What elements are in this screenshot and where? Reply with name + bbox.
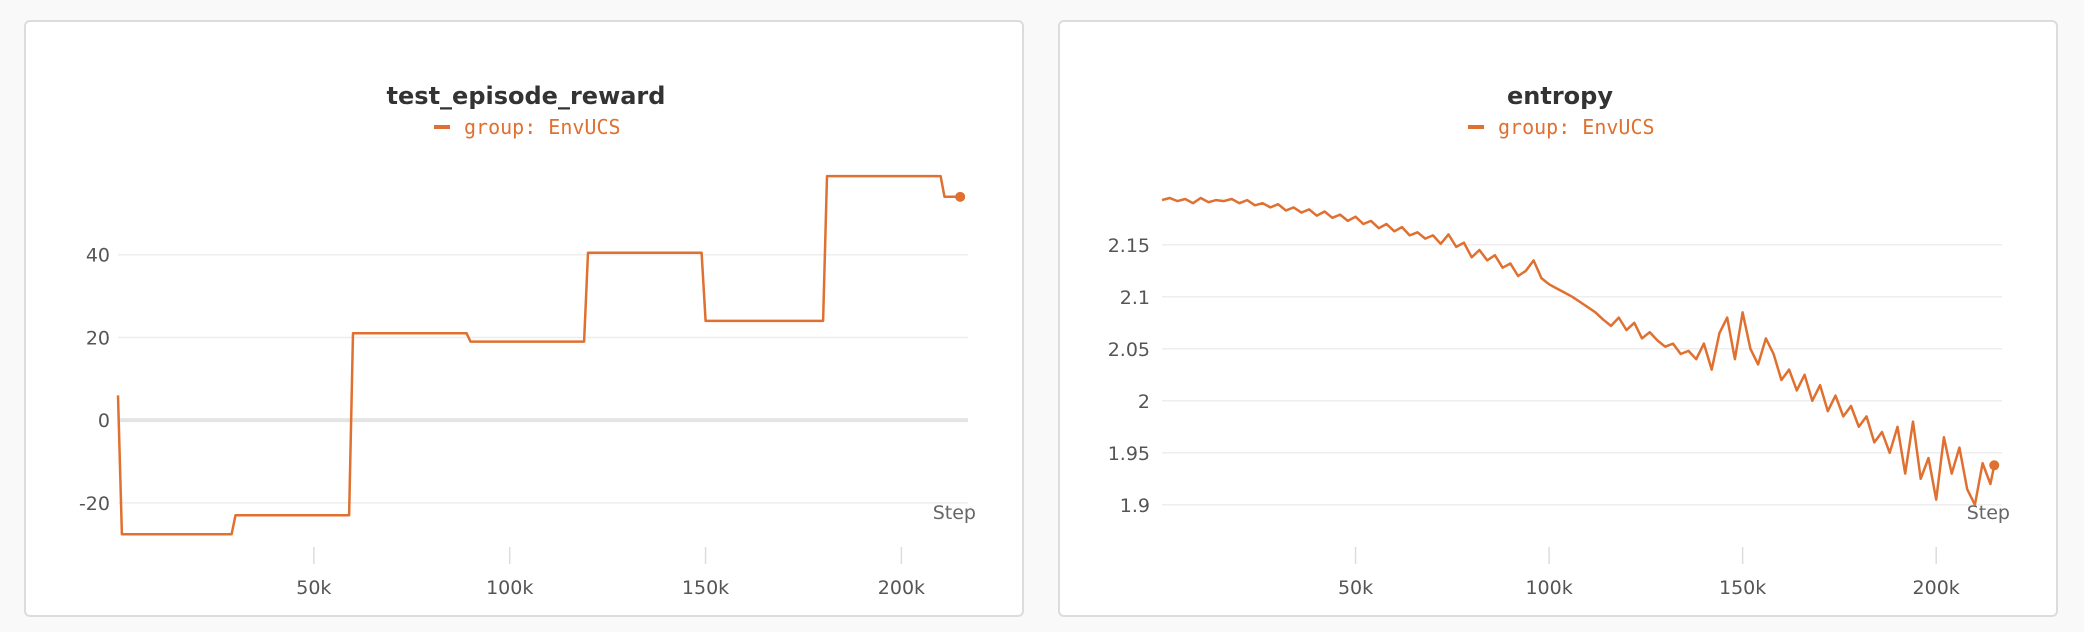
chart-entropy-svg: entropy group: EnvUCS 1.9 1.95 2 2.05 2.1 2.1… — [1108, 82, 2010, 599]
chart-title: entropy — [1507, 82, 1613, 110]
y-tick-label: 40 — [86, 245, 110, 267]
y-tick-label: 2.05 — [1108, 339, 1150, 361]
chart-reward-svg: test_episode_reward group: EnvUCS -20 0 20… — [79, 82, 976, 599]
chart-panel-entropy: entropy group: EnvUCS 1.9 1.95 2 2.05 2.1 2.1… — [1058, 20, 2058, 617]
grid — [118, 253, 968, 504]
x-tick-label: 150k — [682, 577, 729, 599]
x-axis-label: Step — [1967, 502, 2010, 524]
chart-title: test_episode_reward — [387, 82, 666, 110]
y-tick-label: 1.9 — [1120, 495, 1150, 517]
y-axis-ticks: 1.9 1.95 2 2.05 2.1 2.15 — [1108, 235, 1150, 517]
y-tick-label: 0 — [98, 410, 110, 432]
grid — [1162, 244, 2002, 506]
legend[interactable]: group: EnvUCS — [434, 115, 621, 139]
x-tick-label: 50k — [1338, 577, 1373, 599]
series-endpoint[interactable] — [955, 191, 966, 202]
x-tick-label: 100k — [486, 577, 533, 599]
x-axis-ticks: 50k 100k 150k 200k — [1338, 547, 1960, 599]
legend[interactable]: group: EnvUCS — [1468, 115, 1655, 139]
x-tick-label: 150k — [1719, 577, 1766, 599]
legend-label: group: EnvUCS — [1498, 115, 1655, 139]
series-endpoint[interactable] — [1989, 460, 2000, 471]
x-tick-label: 50k — [296, 577, 331, 599]
y-tick-label: -20 — [79, 493, 110, 515]
y-tick-label: 2 — [1138, 391, 1150, 413]
x-tick-label: 100k — [1525, 577, 1572, 599]
x-axis-label: Step — [933, 502, 976, 524]
chart-panel-reward: test_episode_reward group: EnvUCS -20 0 20… — [24, 20, 1024, 617]
series-group[interactable] — [1161, 196, 2000, 507]
y-tick-label: 20 — [86, 327, 110, 349]
y-tick-label: 1.95 — [1108, 443, 1150, 465]
series-line[interactable] — [1161, 196, 1996, 507]
y-axis-ticks: -20 0 20 40 — [79, 245, 110, 515]
x-axis-ticks: 50k 100k 150k 200k — [296, 547, 925, 599]
y-tick-label: 2.1 — [1120, 287, 1150, 309]
x-tick-label: 200k — [1913, 577, 1960, 599]
series-line[interactable] — [116, 174, 961, 536]
series-group[interactable] — [116, 174, 966, 536]
y-tick-label: 2.15 — [1108, 235, 1150, 257]
x-tick-label: 200k — [878, 577, 925, 599]
legend-label: group: EnvUCS — [464, 115, 621, 139]
